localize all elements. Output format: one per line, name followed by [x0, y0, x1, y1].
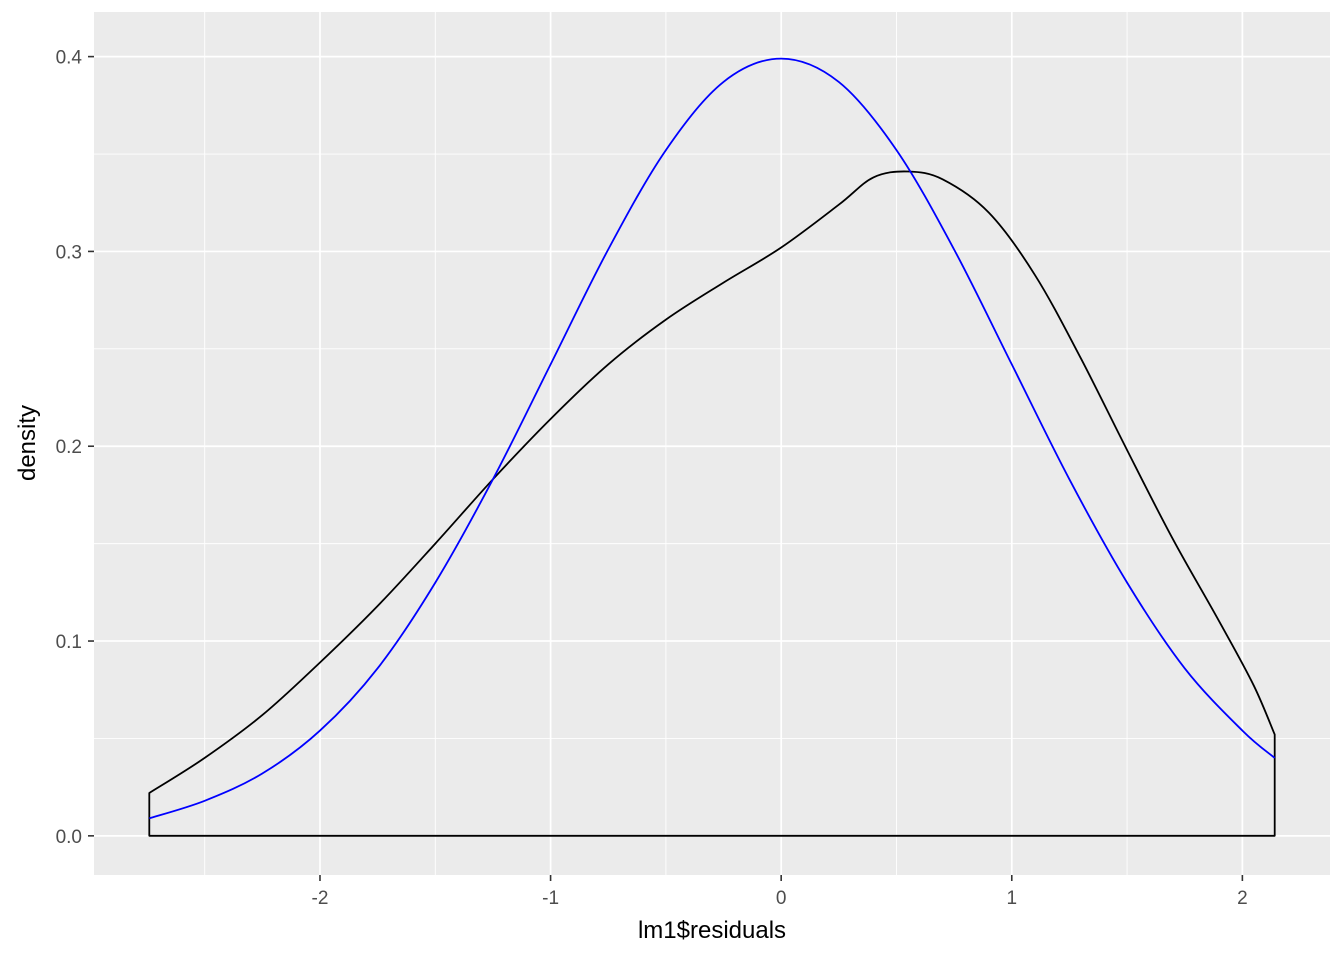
- y-tick-label: 0.3: [56, 242, 82, 263]
- x-tick-label: 0: [776, 888, 787, 909]
- x-tick-label: 1: [1006, 888, 1017, 909]
- y-tick-label: 0.4: [56, 48, 83, 69]
- x-tick-label: 2: [1237, 888, 1248, 909]
- panel-background: [94, 12, 1330, 875]
- x-axis-title: lm1$residuals: [637, 917, 787, 944]
- empirical-density-curve: [148, 170, 1276, 837]
- normal-density-curve: [149, 57, 1276, 820]
- y-axis-title: density: [14, 404, 41, 482]
- x-tick-label: -1: [542, 888, 559, 909]
- y-tick-label: 0.1: [56, 632, 82, 653]
- y-tick-label: 0.2: [56, 437, 82, 458]
- x-tick-label: -2: [312, 888, 329, 909]
- y-tick-label: 0.0: [56, 827, 82, 848]
